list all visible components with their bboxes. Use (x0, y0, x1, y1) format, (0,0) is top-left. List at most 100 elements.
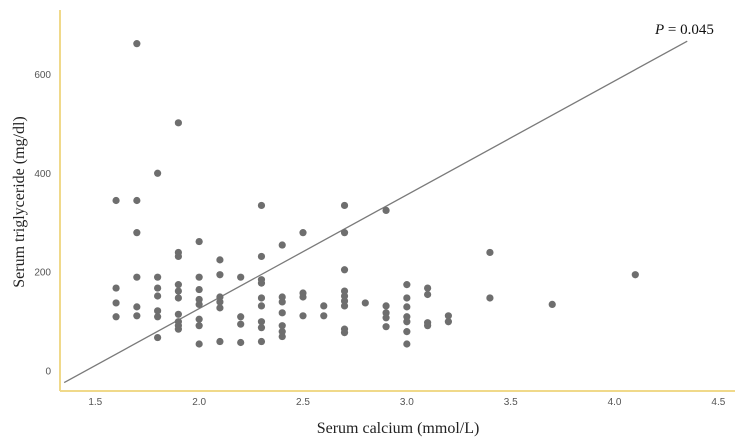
data-point (278, 241, 286, 249)
x-tick-label: 2.0 (192, 397, 206, 408)
data-point (195, 237, 203, 246)
x-tick-label: 3.5 (504, 397, 518, 408)
data-point (257, 201, 266, 210)
data-point (278, 328, 286, 336)
data-point (361, 299, 369, 307)
data-point (154, 169, 162, 177)
x-tick-label: 4.5 (711, 397, 725, 408)
p-value-text: = 0.045 (664, 22, 714, 38)
data-point (195, 315, 203, 323)
data-point (424, 284, 432, 292)
data-point (216, 271, 224, 279)
data-point (257, 294, 266, 302)
data-point (195, 295, 203, 304)
y-tick-label: 400 (34, 169, 51, 180)
data-point (154, 273, 162, 281)
data-point (195, 285, 203, 294)
data-point (320, 302, 328, 310)
data-point (257, 318, 266, 326)
data-point (154, 307, 162, 315)
data-point (382, 309, 390, 317)
data-point (112, 299, 120, 307)
data-point (278, 322, 286, 330)
data-point (382, 323, 390, 331)
data-point (320, 312, 328, 320)
data-point (403, 328, 411, 336)
p-value-label: P (654, 22, 664, 38)
data-point (403, 281, 411, 289)
data-point (257, 337, 266, 346)
data-point (154, 292, 162, 300)
data-point (195, 340, 203, 348)
data-point (112, 313, 120, 321)
data-point (154, 284, 162, 292)
regression-line (63, 40, 688, 384)
data-point (340, 302, 349, 310)
data-point (216, 298, 224, 306)
data-point (154, 313, 162, 321)
x-tick-label: 1.5 (88, 397, 102, 408)
x-axis-title: Serum calcium (mmol/L) (317, 420, 480, 437)
y-axis-title: Serum triglyceride (mg/dl) (11, 116, 28, 288)
data-point (237, 338, 245, 347)
data-point (403, 313, 411, 321)
data-point (382, 314, 390, 322)
data-point (133, 312, 141, 320)
data-point (174, 119, 182, 127)
data-point (382, 302, 390, 310)
data-point (133, 40, 141, 48)
x-tick-label: 2.5 (296, 397, 310, 408)
data-point (403, 318, 411, 326)
data-point (278, 293, 286, 301)
data-point (278, 298, 286, 306)
data-point (133, 273, 141, 281)
data-point (403, 294, 411, 302)
y-tick-labels: 0 200 400 600 (34, 70, 51, 378)
data-point (278, 309, 286, 317)
data-point (133, 303, 141, 311)
data-point (174, 294, 182, 302)
data-point (174, 287, 182, 295)
data-point (216, 337, 224, 346)
data-point (237, 273, 245, 281)
data-point (174, 252, 182, 261)
data-point (403, 303, 411, 311)
data-point (444, 312, 452, 320)
data-point (486, 294, 494, 302)
data-point (631, 271, 639, 279)
data-point (299, 312, 307, 320)
data-point (216, 256, 224, 264)
data-point (278, 332, 286, 341)
data-point (299, 293, 307, 301)
data-point (340, 266, 349, 274)
data-point (424, 322, 432, 330)
data-point (486, 248, 494, 257)
data-point (299, 229, 307, 237)
data-point (548, 300, 556, 309)
data-point (424, 290, 432, 299)
y-tick-label: 200 (34, 268, 51, 279)
data-point (195, 273, 203, 281)
data-point (257, 324, 266, 332)
data-point (112, 196, 120, 205)
data-point (216, 293, 224, 301)
data-point (174, 310, 182, 318)
data-point (340, 287, 349, 295)
data-point (112, 284, 120, 292)
data-point (195, 300, 203, 309)
p-value-annotation: P = 0.045 (654, 22, 714, 38)
data-point (340, 292, 349, 300)
data-point (216, 304, 224, 312)
data-point (340, 329, 349, 337)
data-point (195, 322, 203, 330)
data-point (154, 333, 162, 342)
data-point (174, 281, 182, 289)
data-point (340, 201, 349, 210)
data-point (237, 320, 245, 328)
data-point (257, 279, 266, 287)
data-point (403, 340, 411, 348)
data-point (444, 318, 452, 326)
data-points (112, 40, 639, 348)
x-tick-label: 4.0 (608, 397, 622, 408)
